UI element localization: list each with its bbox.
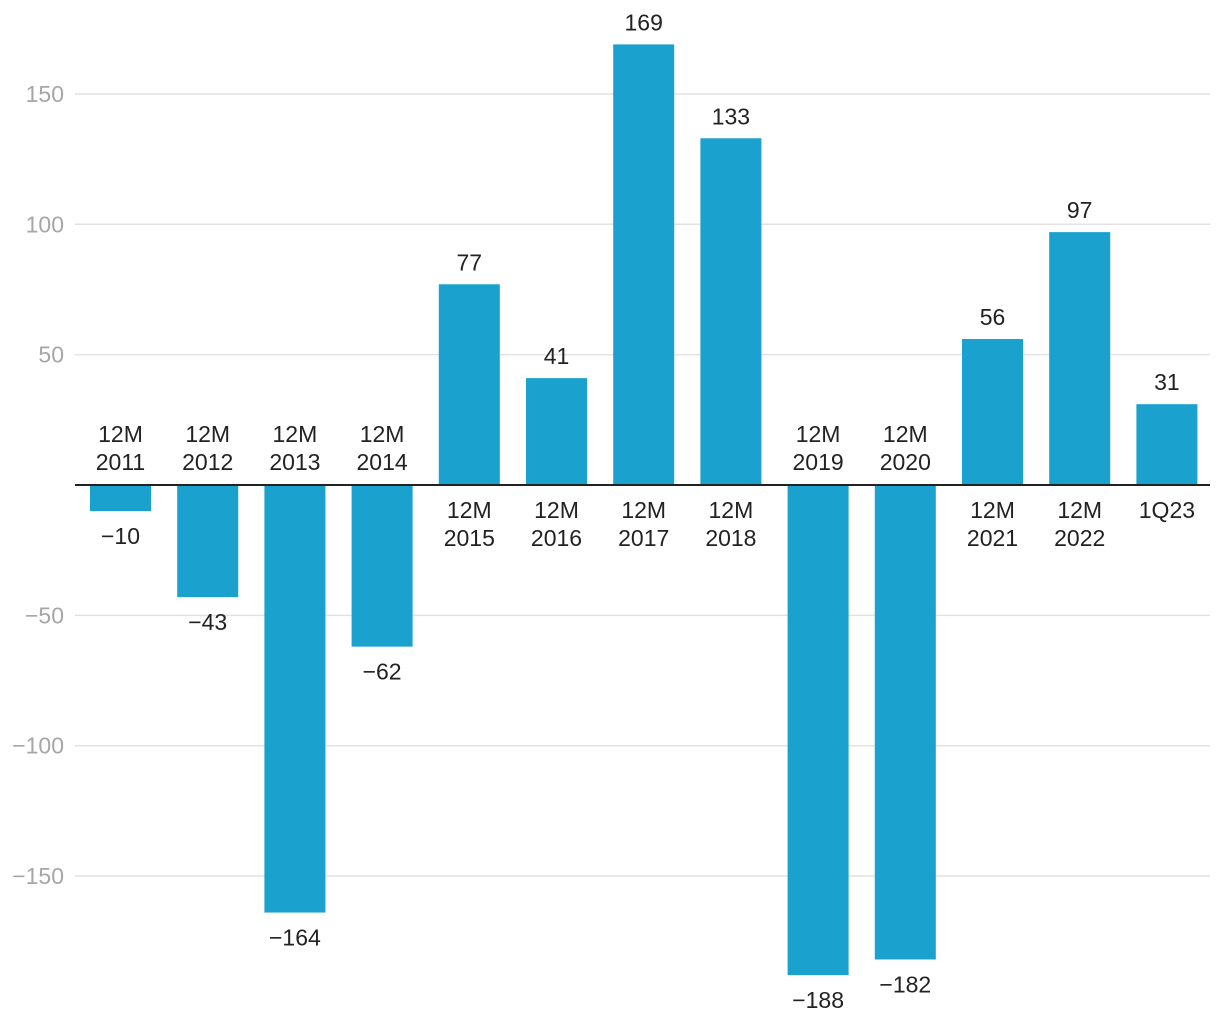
x-tick-label: 12M: [273, 421, 318, 447]
x-tick-label: 2014: [357, 449, 408, 475]
data-label: 77: [457, 249, 483, 275]
data-label: −62: [363, 659, 402, 685]
bar: [177, 485, 239, 598]
x-tick-label: 2016: [531, 525, 582, 551]
x-tick-label: 2020: [880, 449, 931, 475]
y-tick-label: 100: [26, 211, 64, 237]
bar: [90, 485, 151, 512]
x-tick-label: 12M: [98, 421, 143, 447]
bar: [526, 378, 587, 485]
x-tick-label: 2018: [705, 525, 756, 551]
data-label: −43: [188, 609, 227, 635]
bar: [1049, 232, 1111, 485]
x-tick-label: 12M: [185, 421, 230, 447]
x-tick-label: 12M: [883, 421, 928, 447]
x-tick-label: 12M: [447, 497, 492, 523]
bar: [1136, 404, 1198, 485]
x-tick-label: 12M: [709, 497, 754, 523]
axis-layer: 150 100 50 −50 −100 −150: [12, 81, 1210, 889]
x-tick-label: 12M: [621, 497, 666, 523]
data-label: 31: [1154, 369, 1180, 395]
label-layer: −1012M2011−4312M2012−16412M2013−6212M201…: [96, 9, 1195, 1013]
bar: [438, 284, 500, 485]
x-tick-label: 12M: [360, 421, 405, 447]
data-label: 133: [712, 103, 750, 129]
x-tick-label: 2021: [967, 525, 1018, 551]
bar: [700, 138, 762, 486]
x-tick-label: 2022: [1054, 525, 1105, 551]
y-tick-label: −100: [12, 733, 64, 759]
data-label: −164: [269, 925, 321, 951]
y-tick-label: −150: [12, 863, 64, 889]
data-label: 56: [980, 304, 1006, 330]
x-tick-label: 2012: [182, 449, 233, 475]
data-label: 169: [625, 9, 663, 35]
x-tick-label: 12M: [796, 421, 841, 447]
data-label: −188: [792, 987, 844, 1013]
x-tick-label: 1Q23: [1139, 497, 1195, 523]
bar: [962, 339, 1023, 485]
data-label: 97: [1067, 197, 1093, 223]
bar: [613, 44, 675, 486]
y-tick-label: 50: [38, 342, 64, 368]
data-label: 41: [544, 343, 570, 369]
x-tick-label: 12M: [970, 497, 1015, 523]
bar: [787, 485, 849, 976]
data-label: −182: [879, 971, 931, 997]
x-tick-label: 2013: [269, 449, 320, 475]
x-tick-label: 2017: [618, 525, 669, 551]
y-tick-label: 150: [26, 81, 64, 107]
bar: [264, 485, 326, 913]
x-tick-label: 2015: [444, 525, 495, 551]
bar: [351, 485, 413, 647]
x-tick-label: 12M: [1057, 497, 1102, 523]
data-label: −10: [101, 523, 140, 549]
x-tick-label: 2011: [96, 449, 145, 475]
bar-layer: [90, 44, 1198, 976]
bar: [874, 485, 936, 960]
y-tick-label: −50: [25, 602, 64, 628]
x-tick-label: 2019: [793, 449, 844, 475]
x-tick-label: 12M: [534, 497, 579, 523]
